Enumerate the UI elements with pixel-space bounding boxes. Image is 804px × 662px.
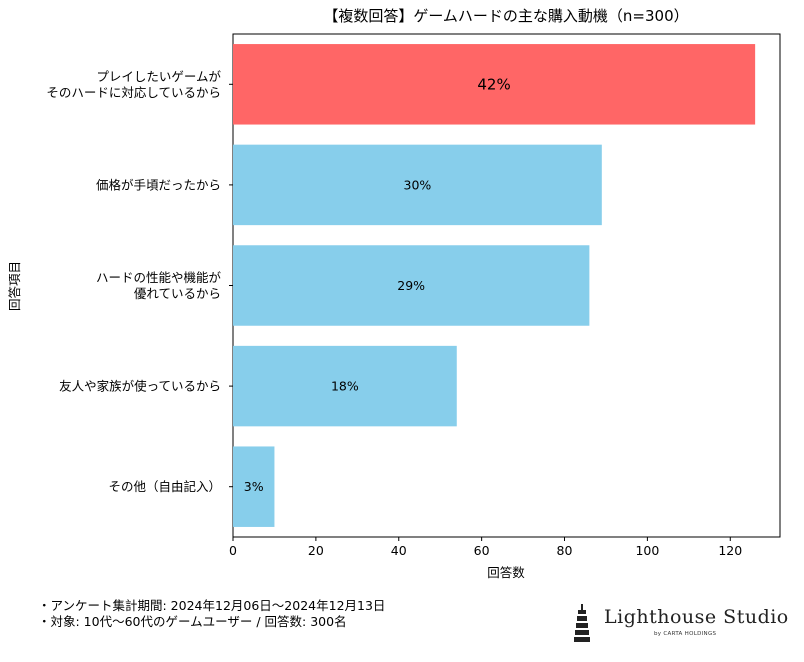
bar-1	[233, 44, 756, 125]
y-tick-labels: プレイしたいゲームがそのハードに対応しているから価格が手頃だったからハードの性能…	[46, 69, 233, 494]
x-axis-ticks: 0 20 40 60 80 100 120	[229, 537, 742, 558]
x-tick-label-80: 80	[557, 543, 573, 558]
x-axis-label: 回答数	[487, 565, 525, 580]
bar-data-label-3: 29%	[397, 278, 425, 293]
x-tick-label-60: 60	[474, 543, 490, 558]
x-tick-label-100: 100	[635, 543, 659, 558]
y-tick-label-2: 価格が手頃だったから	[96, 177, 221, 192]
logo-name: Lighthouse Studio	[604, 606, 789, 628]
y-tick-label-3: ハードの性能や機能が優れているから	[96, 270, 222, 301]
bar-data-label-5: 3%	[244, 479, 264, 494]
bar-data-label-1: 42%	[477, 75, 510, 93]
bar-2	[233, 144, 602, 226]
y-tick-label-4: 友人や家族が使っているから	[59, 379, 221, 394]
lighthouse-icon	[574, 604, 590, 642]
bar-data-label-4: 18%	[331, 379, 359, 394]
y-tick-label-5: その他（自由記入）	[108, 479, 221, 494]
y-axis-label: 回答項目	[7, 261, 22, 311]
x-tick-label-20: 20	[308, 543, 324, 558]
chart-title: 【複数回答】ゲームハードの主な購入動機（n=300）	[323, 7, 688, 25]
y-tick-label-1: プレイしたいゲームがそのハードに対応しているから	[46, 69, 221, 100]
survey-period-note: ・アンケート集計期間: 2024年12月06日〜2024年12月13日	[38, 598, 386, 613]
survey-target-note: ・対象: 10代〜60代のゲームユーザー / 回答数: 300名	[38, 614, 347, 629]
bar-3	[233, 245, 590, 326]
x-tick-label-0: 0	[229, 543, 237, 558]
x-tick-label-120: 120	[718, 543, 742, 558]
footer-notes: ・アンケート集計期間: 2024年12月06日〜2024年12月13日 ・対象:…	[38, 598, 385, 630]
bar-4	[233, 345, 457, 427]
bar-data-label-2: 30%	[404, 177, 432, 192]
bar-5	[233, 446, 275, 527]
lighthouse-studio-logo: Lighthouse Studio by CARTA HOLDINGS	[570, 602, 788, 646]
logo-subtitle: by CARTA HOLDINGS	[654, 631, 717, 637]
x-tick-label-40: 40	[391, 543, 407, 558]
bars-group: 42% 30% 29% 18% 3%	[233, 44, 756, 527]
